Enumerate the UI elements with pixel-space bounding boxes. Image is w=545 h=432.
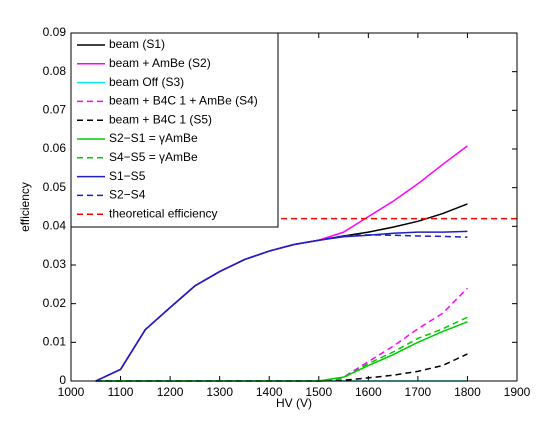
x-tick-label: 1100 bbox=[108, 385, 134, 399]
x-tick-label: 1800 bbox=[454, 385, 481, 399]
series-line bbox=[95, 234, 468, 382]
x-tick-label: 1700 bbox=[405, 385, 432, 399]
x-tick-label: 1000 bbox=[58, 385, 85, 399]
x-axis-label: HV (V) bbox=[276, 396, 312, 410]
x-tick-label: 1200 bbox=[157, 385, 184, 399]
x-tick-label: 1600 bbox=[355, 385, 382, 399]
legend-label: S4−S5 = γAmBe bbox=[109, 150, 198, 164]
y-tick-label: 0.01 bbox=[43, 335, 67, 349]
legend-label: beam + AmBe (S2) bbox=[109, 56, 211, 70]
legend-box bbox=[70, 32, 279, 228]
y-tick-label: 0 bbox=[59, 373, 66, 387]
y-tick-label: 0.02 bbox=[43, 296, 67, 310]
legend-label: S2−S4 bbox=[109, 188, 146, 202]
legend-label: beam Off (S3) bbox=[109, 75, 184, 89]
legend-label: S1−S5 bbox=[109, 169, 146, 183]
y-tick-label: 0.08 bbox=[43, 64, 67, 78]
y-tick-label: 0.04 bbox=[43, 219, 67, 233]
x-tick-label: 1900 bbox=[504, 385, 531, 399]
x-tick-label: 1400 bbox=[256, 385, 283, 399]
legend-label: beam (S1) bbox=[109, 37, 165, 51]
x-tick-label: 1300 bbox=[206, 385, 233, 399]
y-tick-label: 0.06 bbox=[43, 141, 67, 155]
legend-label: beam + B4C 1 (S5) bbox=[109, 112, 212, 126]
legend-label: theoretical efficiency bbox=[109, 206, 218, 220]
x-tick-label: 1500 bbox=[305, 385, 332, 399]
legend-label: S2−S1 = γAmBe bbox=[109, 131, 198, 145]
y-axis-label: efficiency bbox=[18, 182, 32, 232]
y-tick-label: 0.05 bbox=[43, 180, 67, 194]
legend-label: beam + B4C 1 + AmBe (S4) bbox=[109, 94, 258, 108]
y-tick-label: 0.09 bbox=[43, 25, 67, 39]
y-tick-label: 0.07 bbox=[43, 103, 67, 117]
y-tick-label: 0.03 bbox=[43, 257, 67, 271]
